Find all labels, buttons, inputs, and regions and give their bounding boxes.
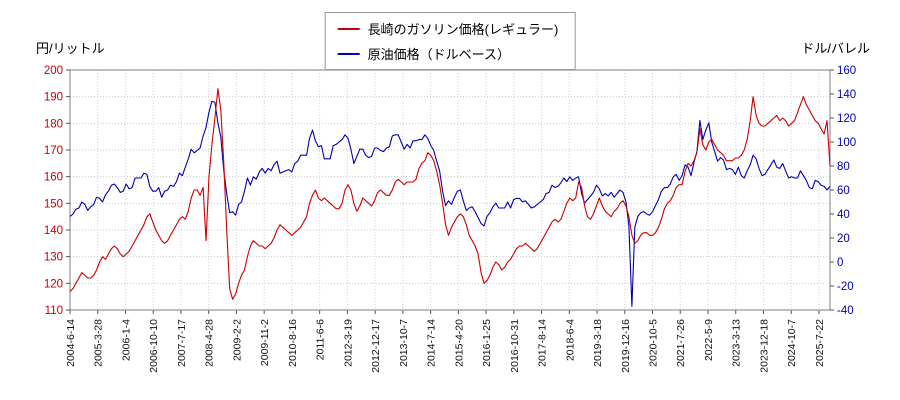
svg-text:100: 100 [837, 137, 856, 149]
svg-text:2010-8-16: 2010-8-16 [287, 319, 299, 367]
svg-text:140: 140 [44, 225, 63, 237]
svg-text:2019-3-18: 2019-3-18 [592, 319, 604, 367]
svg-text:180: 180 [44, 118, 63, 130]
svg-text:2019-12-16: 2019-12-16 [620, 319, 632, 373]
svg-text:2023-12-18: 2023-12-18 [758, 319, 770, 373]
svg-text:2005-3-28: 2005-3-28 [93, 319, 105, 367]
svg-text:150: 150 [44, 198, 63, 210]
svg-text:2006-10-10: 2006-10-10 [148, 319, 160, 373]
svg-text:-20: -20 [837, 281, 854, 293]
svg-text:2020-10-5: 2020-10-5 [648, 319, 660, 367]
svg-text:2016-10-31: 2016-10-31 [509, 319, 521, 373]
legend-label-oil: 原油価格（ドルベース） [367, 47, 511, 62]
svg-text:2022-5-9: 2022-5-9 [703, 319, 715, 361]
svg-text:110: 110 [45, 305, 63, 317]
svg-text:2012-3-19: 2012-3-19 [342, 319, 354, 367]
gasoline-line-swatch-icon [337, 27, 360, 30]
legend-item-oil: 原油価格（ドルベース） [337, 44, 559, 63]
svg-text:2007-7-17: 2007-7-17 [176, 319, 188, 367]
svg-text:2024-10-7: 2024-10-7 [786, 319, 798, 367]
svg-text:20: 20 [837, 233, 850, 245]
svg-text:2004-6-14: 2004-6-14 [65, 319, 77, 367]
svg-text:2023-3-13: 2023-3-13 [731, 319, 743, 367]
svg-text:2017-8-14: 2017-8-14 [537, 319, 549, 367]
svg-text:190: 190 [44, 92, 63, 104]
svg-text:2021-7-26: 2021-7-26 [675, 319, 687, 367]
svg-text:2025-7-22: 2025-7-22 [814, 319, 826, 367]
svg-text:170: 170 [44, 145, 63, 157]
right-axis-unit: ドル/バレル [801, 41, 870, 56]
svg-text:120: 120 [837, 113, 856, 125]
svg-text:2009-11-2: 2009-11-2 [259, 319, 271, 366]
svg-text:160: 160 [837, 65, 856, 77]
svg-text:2018-6-4: 2018-6-4 [564, 319, 576, 361]
svg-text:80: 80 [837, 161, 850, 173]
oil-line-swatch-icon [337, 52, 360, 55]
svg-text:200: 200 [44, 65, 63, 77]
svg-text:2008-4-28: 2008-4-28 [204, 319, 216, 367]
svg-text:2013-10-7: 2013-10-7 [398, 319, 410, 367]
svg-text:2006-1-4: 2006-1-4 [120, 319, 132, 361]
svg-text:0: 0 [837, 257, 843, 269]
svg-text:2016-1-25: 2016-1-25 [481, 319, 493, 367]
svg-text:2012-12-17: 2012-12-17 [370, 319, 382, 373]
svg-text:2015-4-20: 2015-4-20 [453, 319, 465, 367]
legend-item-gasoline: 長崎のガソリン価格(レギュラー) [337, 19, 559, 38]
svg-text:2014-7-14: 2014-7-14 [426, 319, 438, 367]
svg-text:130: 130 [44, 252, 63, 264]
svg-text:2011-6-6: 2011-6-6 [315, 319, 327, 360]
legend-label-gasoline: 長崎のガソリン価格(レギュラー) [367, 22, 559, 37]
svg-text:-40: -40 [837, 305, 854, 317]
svg-text:40: 40 [837, 209, 850, 221]
left-axis-unit: 円/リットル [36, 41, 105, 56]
svg-text:140: 140 [837, 89, 856, 101]
svg-text:2009-2-2: 2009-2-2 [231, 319, 243, 361]
legend: 長崎のガソリン価格(レギュラー) 原油価格（ドルベース） [324, 12, 576, 70]
svg-text:160: 160 [44, 172, 63, 184]
svg-text:120: 120 [44, 278, 63, 290]
svg-text:60: 60 [837, 185, 850, 197]
